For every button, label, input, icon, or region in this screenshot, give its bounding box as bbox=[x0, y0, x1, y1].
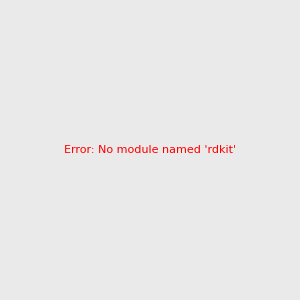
Text: Error: No module named 'rdkit': Error: No module named 'rdkit' bbox=[64, 145, 236, 155]
